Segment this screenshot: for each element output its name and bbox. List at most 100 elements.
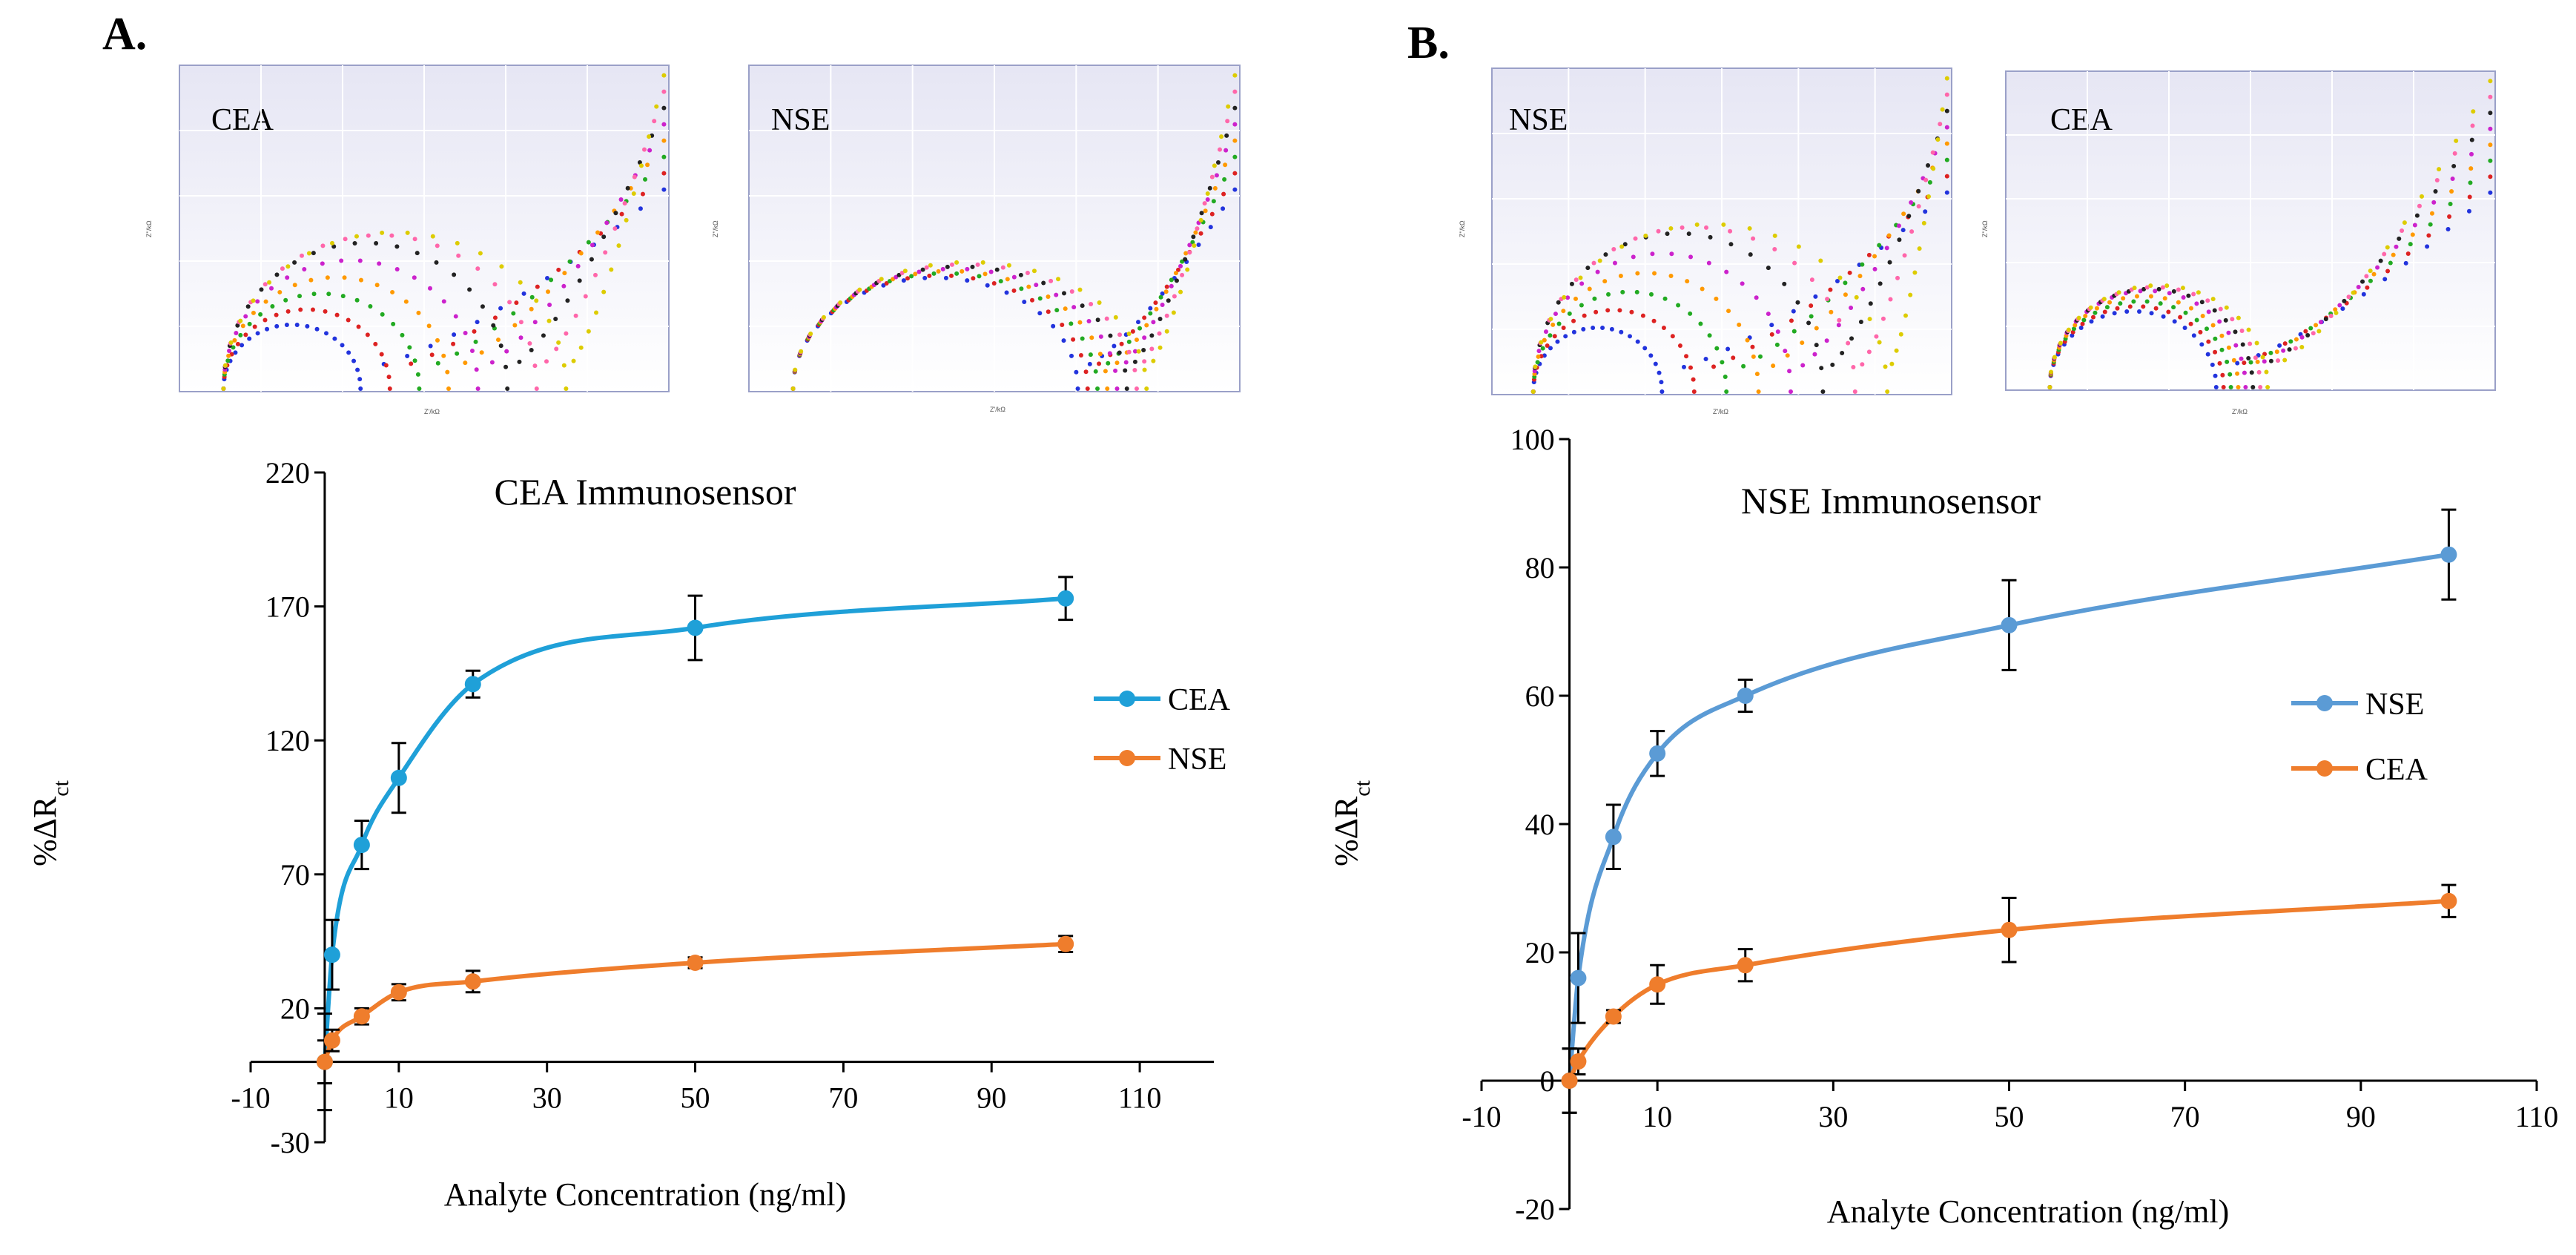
inset-data-dot <box>2221 385 2226 389</box>
inset-data-dot <box>258 312 263 317</box>
inset-label: CEA <box>211 103 274 137</box>
inset-data-dot <box>1123 368 1128 373</box>
inset-data-dot <box>2371 271 2377 277</box>
inset-data-dot <box>945 264 950 269</box>
inset-data-dot <box>561 363 567 368</box>
inset-data-dot <box>1944 174 1949 179</box>
inset-data-dot <box>2305 333 2311 338</box>
inset-data-dot <box>1635 271 1640 276</box>
inset-data-dot <box>2188 321 2193 326</box>
inset-data-dot <box>1688 254 1694 260</box>
inset-data-dot <box>575 263 581 269</box>
inset-data-dot <box>1650 251 1655 257</box>
inset-data-dot <box>943 275 948 280</box>
inset-data-dot <box>1095 386 1100 391</box>
inset-data-dot <box>2166 309 2171 314</box>
inset-data-dot <box>2368 278 2373 283</box>
inset-data-dot <box>441 353 446 358</box>
inset-data-dot <box>1921 220 1926 225</box>
inset-data-dot <box>2451 163 2457 168</box>
inset-data-dot <box>1089 335 1094 340</box>
inset-data-dot <box>529 306 534 312</box>
inset-data-dot <box>556 340 561 345</box>
inset-data-dot <box>2101 297 2107 302</box>
inset-data-dot <box>2311 331 2316 336</box>
inset-data-dot <box>1561 309 1566 314</box>
inset-data-dot <box>1075 386 1080 391</box>
inset-data-dot <box>965 266 970 271</box>
inset-data-dot <box>982 271 988 277</box>
inset-data-dot <box>1909 229 1915 234</box>
inset-data-dot <box>2249 370 2254 375</box>
inset-data-dot <box>632 174 637 179</box>
data-point-cea <box>1561 1073 1578 1089</box>
inset-data-dot <box>2205 298 2210 303</box>
inset-data-dot <box>387 386 392 391</box>
inset-data-dot <box>265 326 270 332</box>
inset-data-dot <box>2250 385 2256 389</box>
inset-data-dot <box>1054 308 1060 313</box>
inset-data-dot <box>638 163 644 168</box>
inset-data-dot <box>1707 333 1712 338</box>
inset-data-dot <box>427 286 432 291</box>
inset-data-dot <box>940 266 945 271</box>
inset-data-dot <box>1005 277 1010 282</box>
chart-cea-immunosensor: CEA Immunosensor Analyte Concentration (… <box>27 456 1231 1213</box>
inset-data-dot <box>1789 389 1793 394</box>
inset-data-dot <box>2248 341 2253 346</box>
inset-data-dot <box>2081 317 2087 323</box>
inset-data-dot <box>2282 341 2288 346</box>
inset-data-dot <box>1931 166 1936 171</box>
inset-data-dot <box>1714 296 1719 301</box>
inset-data-dot <box>2144 285 2150 290</box>
inset-data-dot <box>452 332 457 337</box>
inset-data-dot <box>2121 296 2126 301</box>
inset-data-dot <box>1089 302 1094 307</box>
inset-data-dot <box>1652 271 1657 276</box>
data-point-cea <box>1057 590 1074 607</box>
inset-data-dot <box>1205 197 1210 202</box>
inset-data-dot <box>2405 251 2411 257</box>
inset-data-dot <box>1041 280 1046 286</box>
inset-data-dot <box>1930 150 1935 155</box>
inset-data-dot <box>1172 294 1177 299</box>
inset-data-dot <box>492 315 498 320</box>
inset-data-dot <box>1684 354 1689 359</box>
inset-data-dot <box>225 358 231 363</box>
inset-data-dot <box>1565 295 1571 300</box>
inset-data-dot <box>1185 267 1190 272</box>
inset-data-dot <box>1731 355 1736 360</box>
inset-data-dot <box>356 324 361 329</box>
inset-data-dot <box>1597 258 1602 263</box>
inset-data-dot <box>403 299 409 304</box>
inset-data-dot <box>2224 305 2229 310</box>
inset-data-dot <box>1097 352 1103 357</box>
inset-data-dot <box>1571 329 1576 335</box>
inset-data-dot <box>661 89 667 94</box>
inset-data-dot <box>1688 311 1693 316</box>
inset-data-dot <box>1556 321 1562 326</box>
inset-data-dot <box>1218 147 1223 152</box>
inset-data-dot <box>1814 343 1819 348</box>
inset-data-dot <box>1605 308 1611 313</box>
data-point-nse <box>1570 969 1587 986</box>
inset-data-dot <box>622 201 627 206</box>
inset-data-dot <box>661 138 667 143</box>
inset-data-dot <box>922 275 928 280</box>
inset-data-dot <box>292 260 297 265</box>
y-axis-title-main: %ΔR <box>27 796 63 866</box>
inset-data-dot <box>1880 316 1886 321</box>
inset-data-dot <box>2488 158 2493 163</box>
inset-data-dot <box>383 363 389 368</box>
inset-data-dot <box>514 300 519 306</box>
inset-data-dot <box>311 291 317 297</box>
inset-nyquist-a-cea: CEA Z'/kΩ Z''/kΩ <box>145 65 670 415</box>
inset-data-dot <box>2403 260 2408 266</box>
inset-data-dot <box>1060 323 1065 328</box>
inset-data-dot <box>1074 369 1079 375</box>
inset-data-dot <box>2242 360 2247 366</box>
inset-data-dot <box>2196 290 2201 295</box>
inset-data-dot <box>1792 260 1797 266</box>
inset-data-dot <box>1086 318 1092 323</box>
inset-data-dot <box>1820 389 1826 394</box>
